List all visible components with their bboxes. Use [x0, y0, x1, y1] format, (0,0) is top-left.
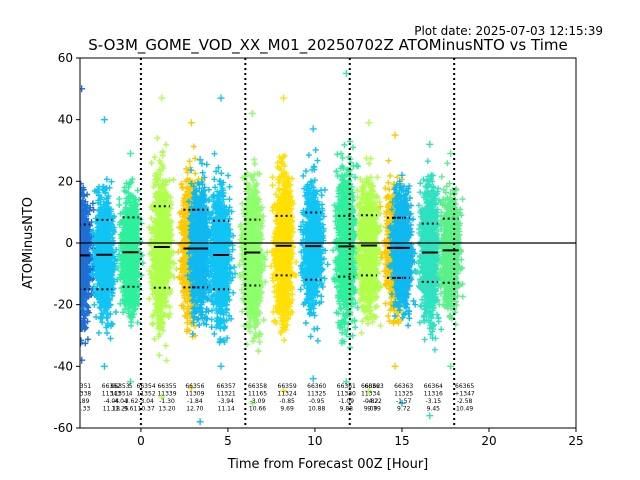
data-point [80, 239, 83, 246]
data-point [83, 204, 90, 211]
data-point [104, 330, 110, 336]
data-point [80, 316, 82, 318]
data-point [80, 356, 86, 364]
data-point [80, 306, 83, 313]
data-point [80, 225, 85, 232]
data-point [113, 246, 120, 253]
data-point [80, 269, 85, 276]
data-point [86, 207, 93, 214]
data-point [81, 319, 88, 326]
data-point [80, 200, 86, 207]
data-point [112, 309, 119, 316]
data-point [80, 202, 82, 204]
data-point [89, 200, 96, 207]
data-point [80, 203, 83, 210]
data-point [83, 295, 90, 302]
data-point [80, 281, 83, 284]
data-point [80, 206, 83, 213]
data-point [108, 178, 115, 185]
data-point [82, 278, 89, 285]
data-point [96, 183, 102, 190]
data-point [82, 302, 89, 309]
data-point [86, 234, 93, 241]
data-point [80, 298, 83, 305]
data-point [80, 186, 87, 193]
chart-title: S-O3M_GOME_VOD_XX_M01_20250702Z ATOMinus… [88, 36, 567, 55]
data-point [80, 319, 82, 321]
data-point [90, 206, 97, 213]
data-point [80, 337, 84, 344]
data-point [80, 260, 85, 267]
data-point [91, 291, 98, 297]
data-point [106, 255, 113, 262]
data-point [80, 270, 82, 273]
data-point [82, 340, 89, 347]
data-point [89, 272, 96, 279]
data-point [83, 246, 90, 253]
data-point [110, 226, 117, 233]
data-point [107, 335, 114, 342]
data-point [95, 329, 102, 336]
data-point [80, 180, 84, 187]
data-point [82, 268, 88, 275]
data-point [84, 224, 91, 231]
data-point [80, 224, 82, 226]
data-point [80, 301, 83, 307]
data-point [80, 277, 82, 279]
data-point [80, 232, 87, 239]
data-point [80, 192, 87, 199]
plot-date: Plot date: 2025-07-03 12:15:39 [414, 24, 603, 38]
data-point [80, 242, 87, 249]
orbit-series [80, 85, 99, 364]
data-point [80, 283, 83, 290]
data-point [80, 288, 83, 295]
data-point [80, 292, 83, 295]
data-point [81, 312, 88, 319]
data-point [81, 326, 88, 333]
data-point [89, 240, 96, 247]
plot-area: 6635111338-2.8910.336635211343-4.0411.18… [80, 58, 576, 428]
data-point [89, 229, 96, 236]
data-point [80, 85, 86, 93]
data-point [80, 212, 85, 219]
data-point [98, 310, 105, 317]
data-point [84, 336, 91, 343]
data-point [80, 210, 83, 212]
data-point [103, 176, 110, 183]
